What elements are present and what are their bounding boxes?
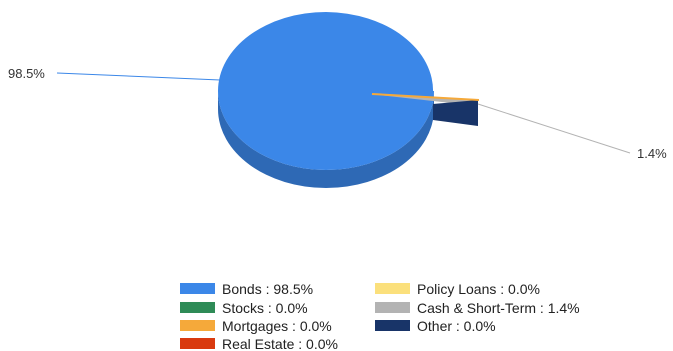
legend-item-cash-short-term: Cash & Short-Term : 1.4%	[417, 300, 580, 316]
legend-swatch-real-estate	[180, 338, 215, 349]
legend-swatch-stocks	[180, 302, 215, 313]
legend-swatch-other	[375, 320, 410, 331]
legend-item-policy-loans: Policy Loans : 0.0%	[417, 281, 540, 297]
legend-item-real-estate: Real Estate : 0.0%	[222, 336, 338, 351]
bonds-slice[interactable]	[218, 12, 434, 170]
other-slice-side[interactable]	[433, 100, 478, 126]
mortgages-slice[interactable]	[372, 93, 479, 101]
legend-item-stocks: Stocks : 0.0%	[222, 300, 308, 316]
cash-leader-line	[477, 103, 631, 154]
legend-item-other: Other : 0.0%	[417, 318, 496, 334]
pie-group	[218, 12, 479, 188]
legend-swatch-mortgages	[180, 320, 215, 331]
legend-swatch-policy-loans	[375, 283, 410, 294]
bonds-value-label: 98.5%	[8, 66, 45, 81]
legend-swatch-cash-short-term	[375, 302, 410, 313]
legend-swatch-bonds	[180, 283, 215, 294]
cash-value-label: 1.4%	[637, 146, 667, 161]
legend-item-bonds: Bonds : 98.5%	[222, 281, 313, 297]
legend: Bonds : 98.5% Stocks : 0.0% Mortgages : …	[180, 281, 580, 351]
bonds-slice-side[interactable]	[218, 91, 434, 188]
legend-item-mortgages: Mortgages : 0.0%	[222, 318, 332, 334]
bonds-leader-line	[56, 72, 221, 81]
